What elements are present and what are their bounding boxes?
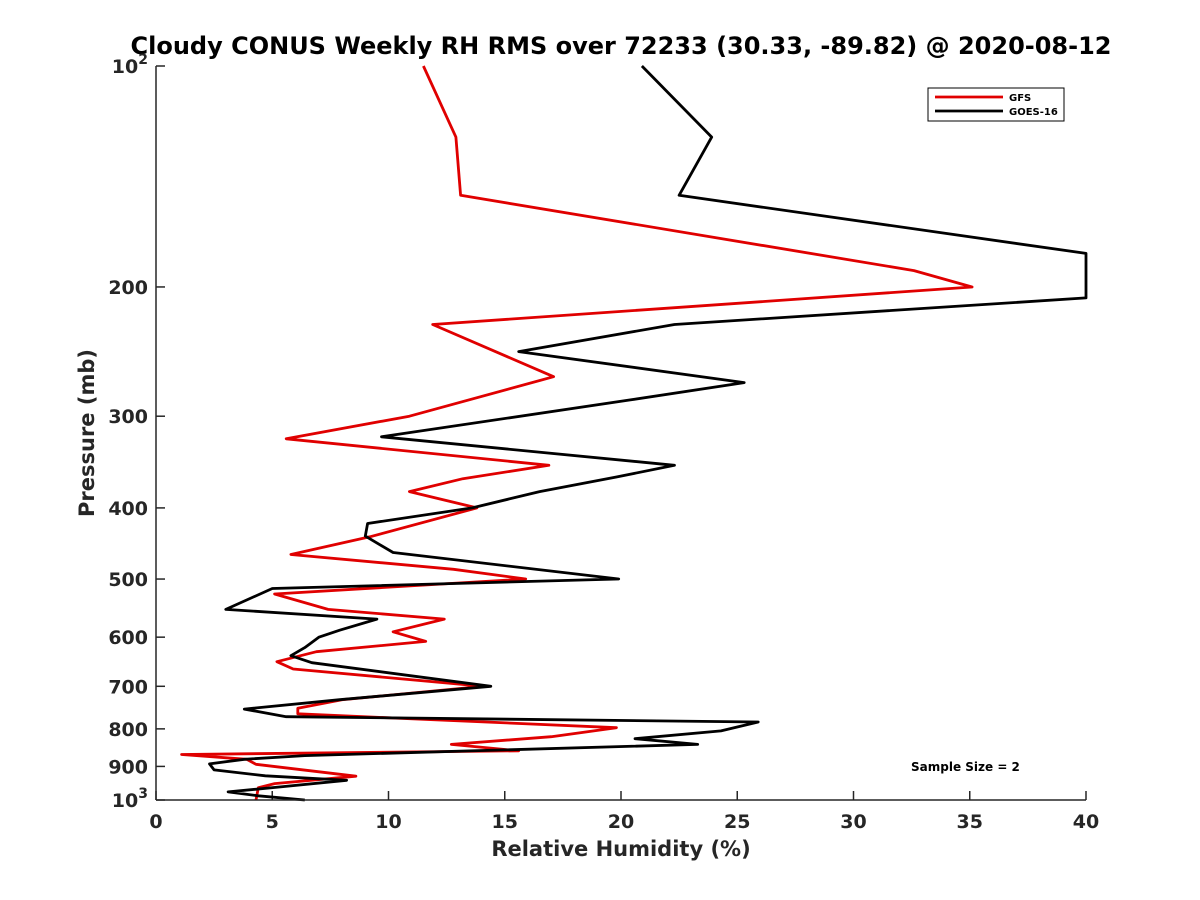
y-tick-label: 400 xyxy=(108,498,148,520)
x-axis-label: Relative Humidity (%) xyxy=(491,837,750,861)
x-tick-label: 5 xyxy=(266,811,279,833)
legend: GFS GOES-16 xyxy=(927,87,1065,122)
y-axis-label: Pressure (mb) xyxy=(75,349,99,517)
series-line-gfs xyxy=(180,65,974,801)
y-tick-label: 800 xyxy=(108,719,148,741)
x-tick-label: 35 xyxy=(957,811,983,833)
x-tick-label: 10 xyxy=(375,811,401,833)
y-tick-label: 500 xyxy=(108,569,148,591)
series-line-goes-16 xyxy=(208,65,1088,802)
y-tick-label: 900 xyxy=(108,756,148,778)
y-tick-label: 600 xyxy=(108,627,148,649)
x-tick-label: 15 xyxy=(492,811,518,833)
x-tick-label: 0 xyxy=(149,811,162,833)
legend-box xyxy=(927,87,1065,122)
x-axis-ticks: 0 5 10 15 20 25 30 35 40 xyxy=(149,791,1099,833)
x-tick-label: 20 xyxy=(608,811,634,833)
legend-label-goes-16: GOES-16 xyxy=(1009,107,1058,118)
sample-size-annotation: Sample Size = 2 xyxy=(911,760,1020,774)
x-tick-label: 30 xyxy=(840,811,866,833)
x-tick-label: 25 xyxy=(724,811,750,833)
chart-title: Cloudy CONUS Weekly RH RMS over 72233 (3… xyxy=(131,32,1112,60)
y-tick-label: 300 xyxy=(108,406,148,428)
y-tick-label: 102 xyxy=(112,52,148,78)
legend-label-gfs: GFS xyxy=(1009,93,1031,104)
x-tick-label: 40 xyxy=(1073,811,1099,833)
y-tick-label: 200 xyxy=(108,277,148,299)
series-layer xyxy=(180,65,1088,802)
y-tick-label: 700 xyxy=(108,676,148,698)
